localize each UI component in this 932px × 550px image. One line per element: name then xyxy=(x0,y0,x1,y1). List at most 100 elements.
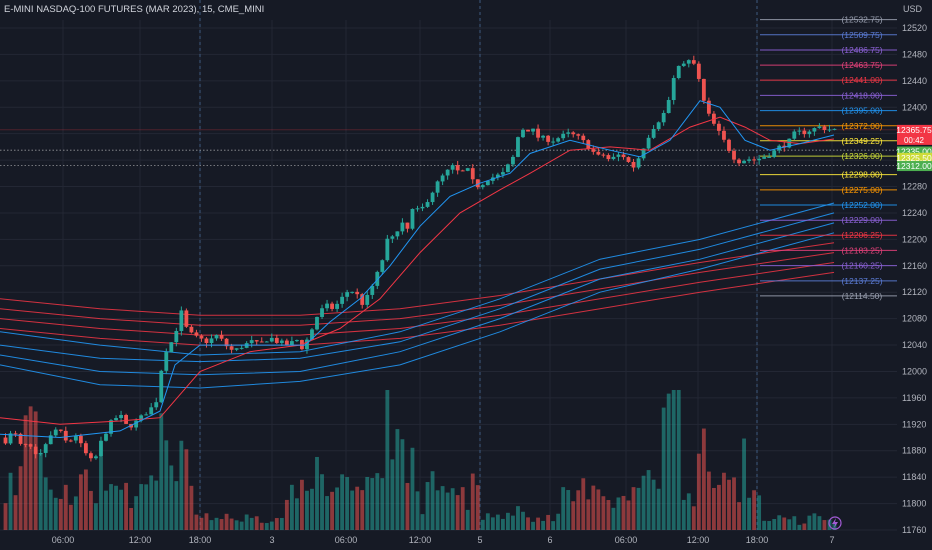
candle-body xyxy=(465,168,470,171)
session-lines xyxy=(199,0,758,530)
volume-bar xyxy=(566,490,571,530)
volume-bar xyxy=(38,453,43,530)
candle-body xyxy=(254,340,259,342)
candle-body xyxy=(521,129,525,138)
candle-body xyxy=(294,340,299,342)
candle-body xyxy=(827,129,832,131)
candle-body xyxy=(817,126,822,129)
candle-body xyxy=(144,414,149,416)
candle-body xyxy=(78,435,83,444)
candle-body xyxy=(571,132,576,135)
candle-body xyxy=(460,170,465,172)
level-label: (12509.75) xyxy=(841,30,882,40)
x-tick-label: 6 xyxy=(547,535,552,545)
candle-body xyxy=(671,78,676,101)
candle-body xyxy=(742,160,746,164)
candle-body xyxy=(199,335,204,339)
candle-body xyxy=(58,429,63,431)
volume-bar xyxy=(385,390,390,530)
volume-bar xyxy=(289,484,294,530)
candle-body xyxy=(53,429,58,436)
candle-body xyxy=(274,337,279,343)
candle-body xyxy=(706,100,711,114)
candle-body xyxy=(420,206,425,209)
volume-bar xyxy=(13,495,18,530)
candle-body xyxy=(279,340,284,343)
volume-bar xyxy=(355,486,360,530)
candle-body xyxy=(500,172,505,175)
volume-bar xyxy=(284,499,289,530)
volume-bar xyxy=(420,514,425,530)
volume-bar xyxy=(109,484,113,530)
candle-body xyxy=(495,174,500,178)
ribbon-line-red xyxy=(0,262,835,336)
ribbon-line-red xyxy=(0,242,835,316)
level-label: (12275.00) xyxy=(841,185,882,195)
price-tag-label: 12365.75 xyxy=(896,125,932,135)
volume-bar xyxy=(405,482,410,530)
candle-body xyxy=(164,352,169,371)
volume-bar xyxy=(320,474,324,530)
volume-bar xyxy=(204,513,209,530)
candle-body xyxy=(114,418,118,421)
volume-bar xyxy=(310,488,314,530)
y-tick-label: 12080 xyxy=(902,314,927,324)
time-axis[interactable]: 06:00 12:00 18:00 3 06:00 12:00 5 6 06:00 12:00 18… xyxy=(52,535,835,545)
volume-bar xyxy=(516,506,520,530)
volume-bar xyxy=(817,516,822,530)
volume-bar xyxy=(440,486,445,530)
volume-bar xyxy=(294,498,299,530)
candle-body xyxy=(732,150,736,160)
volume-bar xyxy=(114,485,118,530)
candle-body xyxy=(792,131,797,139)
candle-body xyxy=(83,443,88,454)
volume-bar xyxy=(727,479,731,530)
volume-bar xyxy=(68,504,73,530)
candle-body xyxy=(159,370,164,403)
replay-icon[interactable] xyxy=(828,516,842,530)
level-label: (12372.00) xyxy=(841,121,882,131)
candle-body xyxy=(722,130,726,140)
candle-body xyxy=(370,285,375,295)
candle-body xyxy=(561,133,566,139)
countdown-label: 00:42 xyxy=(904,136,925,145)
candle-body xyxy=(249,340,254,344)
volume-bar xyxy=(83,469,88,530)
candle-body xyxy=(727,139,731,151)
candle-body xyxy=(315,316,319,330)
candle-body xyxy=(340,296,345,304)
candle-body xyxy=(511,156,515,165)
candle-body xyxy=(737,159,741,164)
candle-body xyxy=(646,137,651,149)
candle-body xyxy=(320,308,324,317)
volume-bar xyxy=(264,523,269,530)
volume-bar xyxy=(536,517,540,530)
volume-bar xyxy=(214,517,219,530)
y-tick-label: 11840 xyxy=(902,472,926,482)
candle-body xyxy=(149,407,154,415)
candle-body xyxy=(556,138,561,142)
volume-bar xyxy=(144,484,149,530)
level-label: (12349.25) xyxy=(841,136,882,146)
level-label: (12441.00) xyxy=(841,75,882,85)
ribbon-line-blue xyxy=(0,202,835,356)
volume-bar xyxy=(445,492,450,530)
volume-bar xyxy=(601,496,606,530)
volume-bar xyxy=(747,497,751,530)
candle-body xyxy=(787,138,792,148)
volume-bar xyxy=(511,515,515,530)
volume-bar xyxy=(762,520,767,530)
candle-body xyxy=(591,149,596,152)
candle-body xyxy=(701,78,706,101)
y-tick-label: 12480 xyxy=(902,49,927,59)
level-label: (12137.25) xyxy=(841,276,882,286)
x-tick-label: 12:00 xyxy=(687,535,710,545)
volume-bar xyxy=(199,517,204,530)
candle-body xyxy=(284,340,289,346)
volume-bar xyxy=(410,447,415,530)
candle-body xyxy=(395,231,400,237)
volume-bar xyxy=(425,482,430,530)
